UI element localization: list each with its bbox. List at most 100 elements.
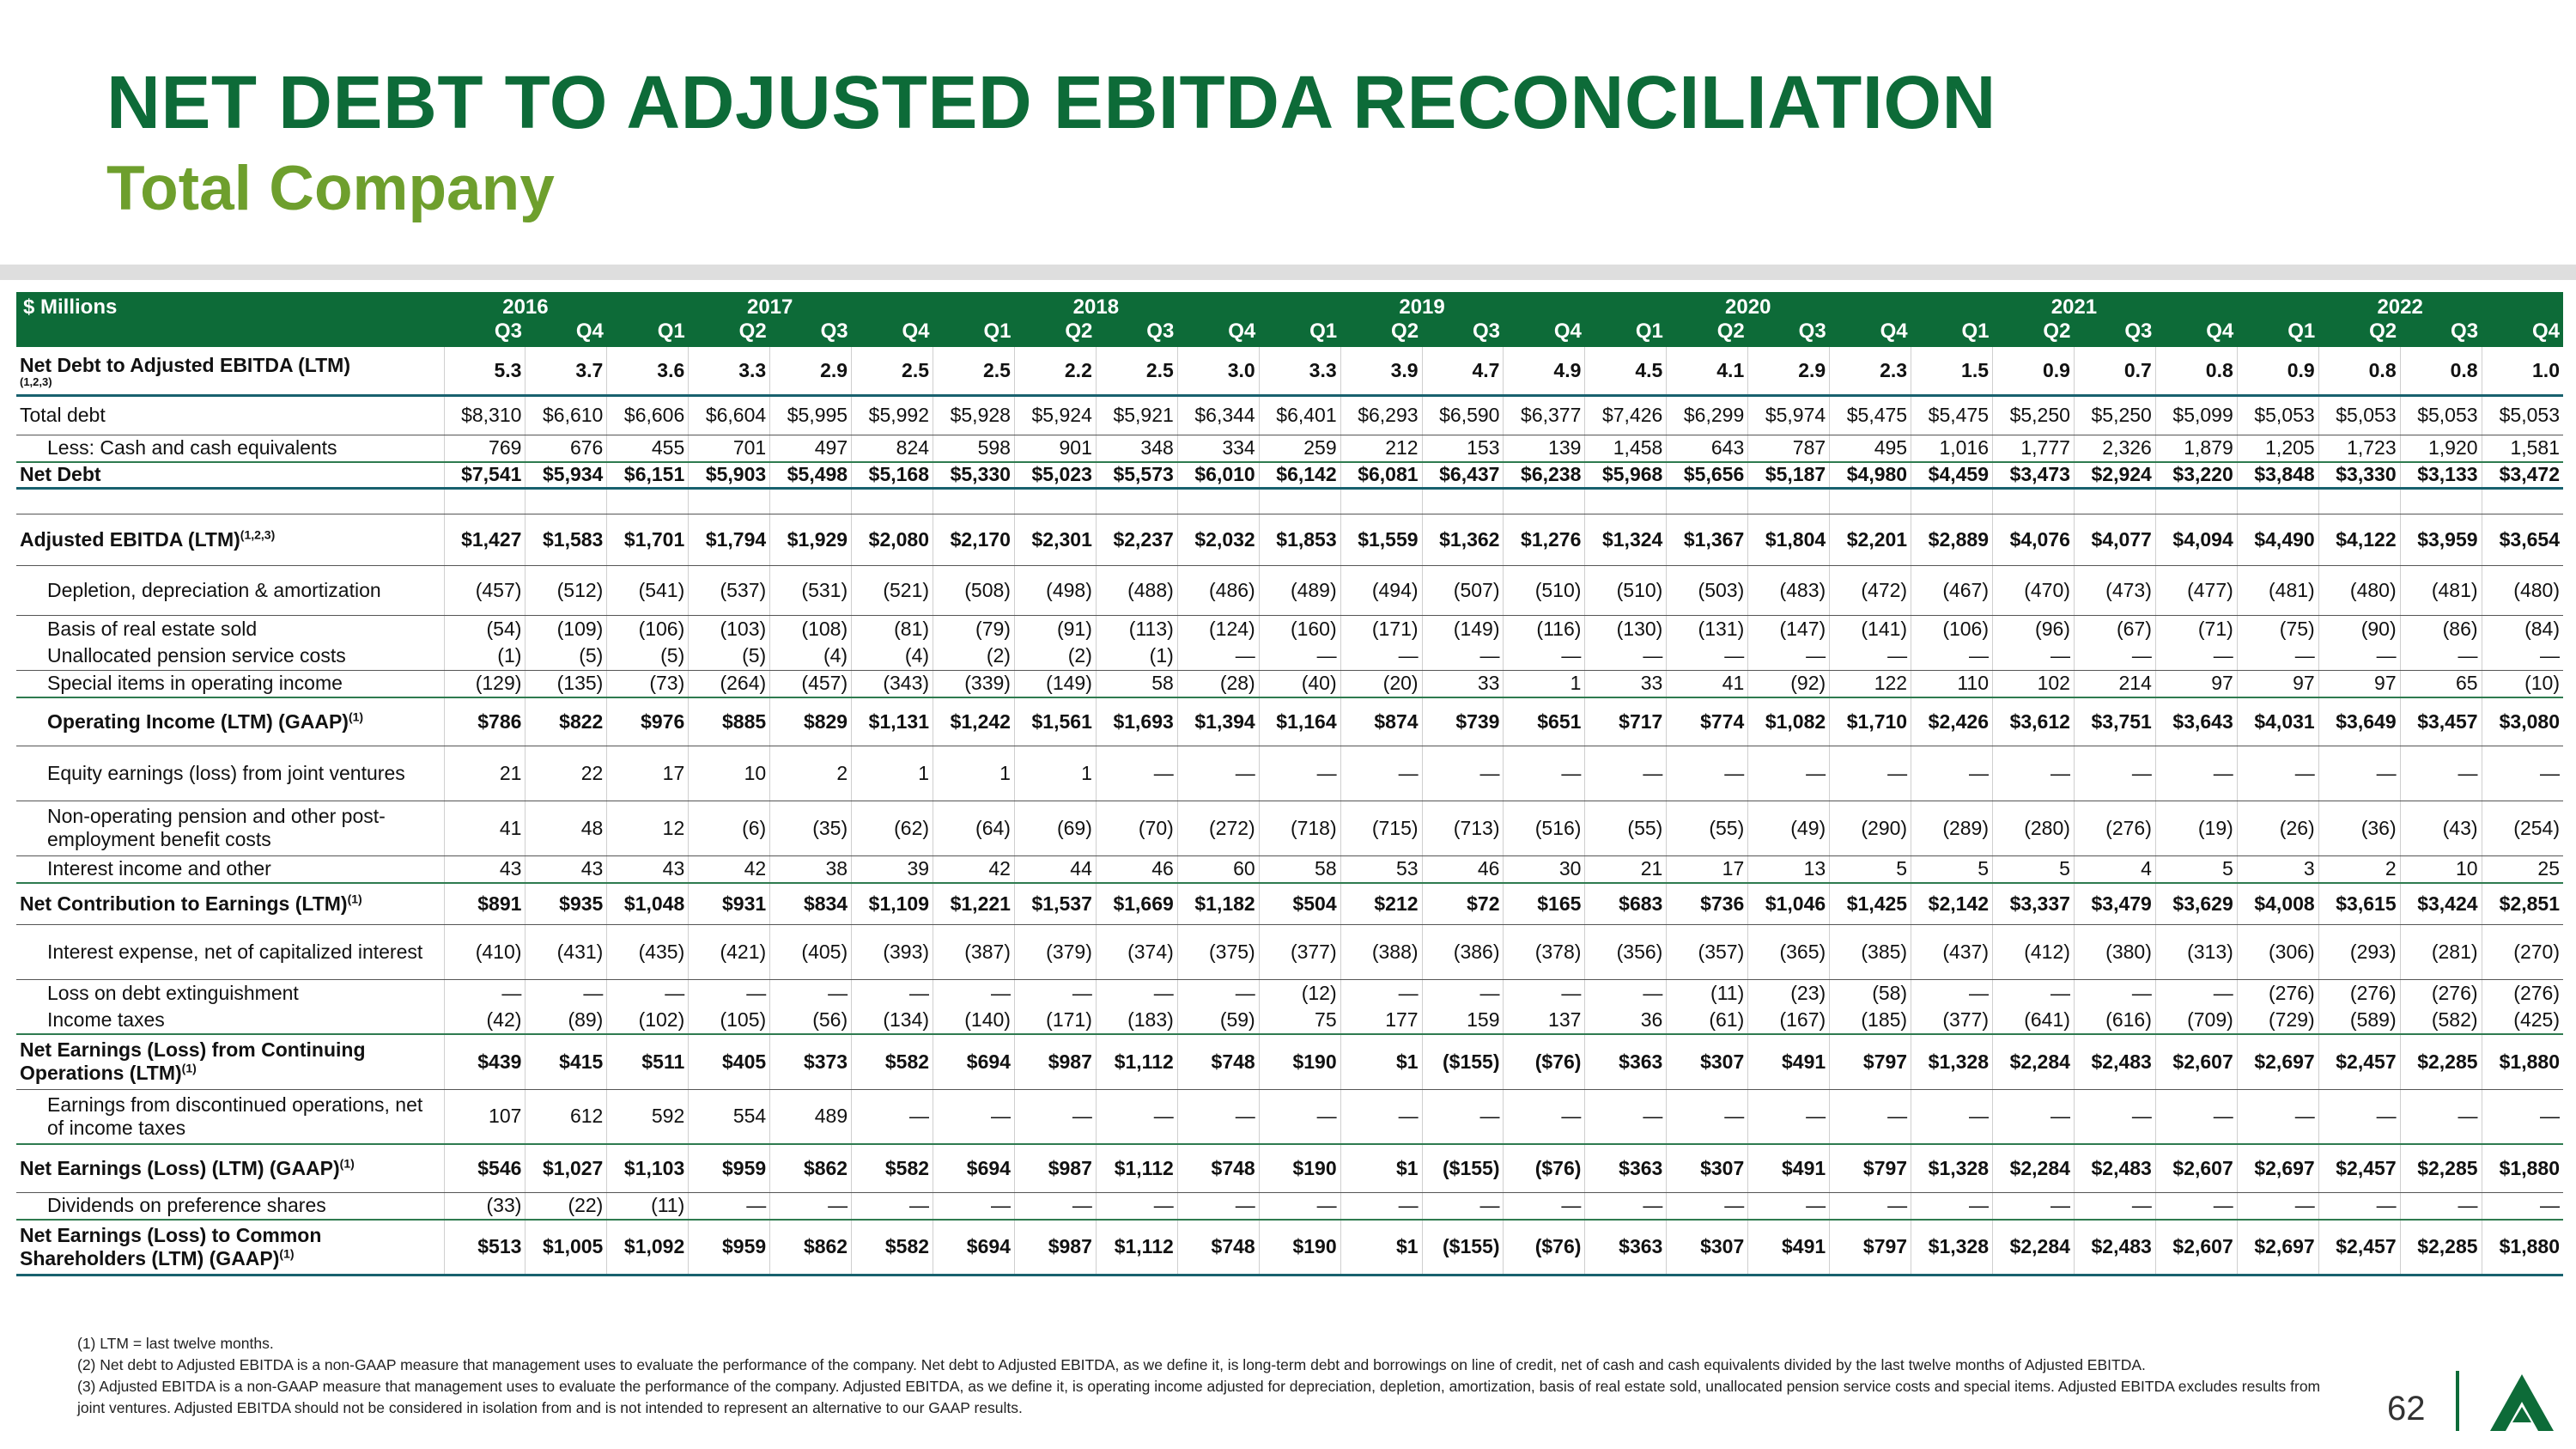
- table-cell: $987: [1014, 1034, 1096, 1089]
- table-cell: 43: [607, 855, 689, 883]
- table-cell: (135): [526, 670, 607, 697]
- table-cell: 21: [1585, 855, 1667, 883]
- table-cell: —: [2400, 746, 2482, 801]
- table-cell: (167): [1748, 1007, 1830, 1034]
- table-cell: $5,475: [1830, 395, 1911, 435]
- row-label: Net Earnings (Loss) to Common Shareholde…: [16, 1220, 444, 1275]
- table-cell: (276): [2237, 979, 2318, 1007]
- table-cell: —: [933, 1192, 1015, 1220]
- footnotes: (1) LTM = last twelve months. (2) Net de…: [77, 1333, 2344, 1419]
- table-row: Total debt $8,310 $6,610 $6,606 $6,604 $5,995…: [16, 395, 2563, 435]
- table-cell: (61): [1667, 1007, 1748, 1034]
- table-cell: (488): [1096, 565, 1177, 615]
- table-cell: 33: [1585, 670, 1667, 697]
- table-cell: —: [1422, 1192, 1504, 1220]
- table-cell: —: [1259, 642, 1340, 670]
- table-cell: —: [2237, 1192, 2318, 1220]
- year-header: 2019: [1259, 292, 1585, 320]
- table-cell: (380): [2074, 924, 2155, 979]
- table-cell: (510): [1585, 565, 1667, 615]
- table-cell: [933, 488, 1015, 514]
- table-cell: —: [852, 1089, 933, 1144]
- table-cell: 1,920: [2400, 435, 2482, 462]
- table-cell: —: [1340, 642, 1422, 670]
- logo-divider: [2456, 1371, 2459, 1431]
- table-cell: 0.9: [2237, 347, 2318, 395]
- table-cell: —: [1422, 746, 1504, 801]
- table-cell: $582: [852, 1144, 933, 1192]
- table-cell: 4.5: [1585, 347, 1667, 395]
- table-cell: —: [1830, 746, 1911, 801]
- table-cell: $976: [607, 697, 689, 746]
- table-cell: —: [852, 1192, 933, 1220]
- row-label: Interest income and other: [16, 855, 444, 883]
- table-cell: $3,080: [2482, 697, 2563, 746]
- table-cell: $2,457: [2318, 1220, 2400, 1275]
- table-cell: 259: [1259, 435, 1340, 462]
- table-row: Income taxes (42) (89) (102) (105) (56) (134)(…: [16, 1007, 2563, 1034]
- table-cell: ($76): [1504, 1144, 1585, 1192]
- table-cell: $5,250: [1993, 395, 2075, 435]
- table-cell: $5,968: [1585, 462, 1667, 488]
- table-cell: $6,299: [1667, 395, 1748, 435]
- table-cell: (306): [2237, 924, 2318, 979]
- table-cell: (377): [1259, 924, 1340, 979]
- table-cell: —: [1259, 746, 1340, 801]
- table-cell: 1: [1014, 746, 1096, 801]
- quarter-header: Q2: [689, 320, 770, 347]
- table-cell: (375): [1177, 924, 1259, 979]
- table-cell: (715): [1340, 801, 1422, 855]
- table-cell: —: [1096, 1089, 1177, 1144]
- table-cell: (160): [1259, 615, 1340, 642]
- table-cell: —: [2318, 642, 2400, 670]
- table-cell: —: [1014, 1192, 1096, 1220]
- table-cell: $5,053: [2400, 395, 2482, 435]
- table-cell: 39: [852, 855, 933, 883]
- table-cell: 44: [1014, 855, 1096, 883]
- table-cell: $6,377: [1504, 395, 1585, 435]
- table-cell: $1,537: [1014, 883, 1096, 924]
- row-label-text: Special items in operating income: [47, 672, 343, 694]
- table-cell: 4.9: [1504, 347, 1585, 395]
- table-cell: 139: [1504, 435, 1585, 462]
- table-cell: $1,362: [1422, 514, 1504, 565]
- quarter-header: Q1: [1911, 320, 1993, 347]
- footnote-marker: (1,2,3): [20, 377, 440, 387]
- table-cell: 1,205: [2237, 435, 2318, 462]
- table-cell: (410): [444, 924, 526, 979]
- table-cell: [2237, 488, 2318, 514]
- table-cell: —: [1748, 1192, 1830, 1220]
- table-cell: $1,561: [1014, 697, 1096, 746]
- table-cell: —: [1585, 979, 1667, 1007]
- footnote-marker: (1): [279, 1246, 294, 1260]
- quarter-header: Q4: [2155, 320, 2237, 347]
- table-cell: (5): [689, 642, 770, 670]
- table-cell: (5): [607, 642, 689, 670]
- table-cell: (22): [526, 1192, 607, 1220]
- table-cell: —: [2482, 642, 2563, 670]
- table-cell: $4,077: [2074, 514, 2155, 565]
- table-cell: (516): [1504, 801, 1585, 855]
- table-cell: (293): [2318, 924, 2400, 979]
- row-label: Less: Cash and cash equivalents: [16, 435, 444, 462]
- table-cell: (385): [1830, 924, 1911, 979]
- row-label-text: Interest income and other: [47, 857, 271, 880]
- table-row: Interest expense, net of capitalized int…: [16, 924, 2563, 979]
- table-cell: (171): [1014, 1007, 1096, 1034]
- table-cell: $2,889: [1911, 514, 1993, 565]
- quarter-header: Q1: [607, 320, 689, 347]
- table-cell: $1,669: [1096, 883, 1177, 924]
- table-cell: $2,284: [1993, 1220, 2075, 1275]
- table-cell: 22: [526, 746, 607, 801]
- table-cell: $2,201: [1830, 514, 1911, 565]
- table-cell: —: [1096, 1192, 1177, 1220]
- table-cell: $797: [1830, 1034, 1911, 1089]
- table-cell: $2,697: [2237, 1144, 2318, 1192]
- table-cell: $582: [852, 1034, 933, 1089]
- footnote-2: (2) Net debt to Adjusted EBITDA is a non…: [77, 1355, 2344, 1376]
- table-cell: (5): [526, 642, 607, 670]
- table-cell: —: [1504, 746, 1585, 801]
- quarter-header: Q3: [444, 320, 526, 347]
- table-cell: (272): [1177, 801, 1259, 855]
- table-cell: —: [2400, 1089, 2482, 1144]
